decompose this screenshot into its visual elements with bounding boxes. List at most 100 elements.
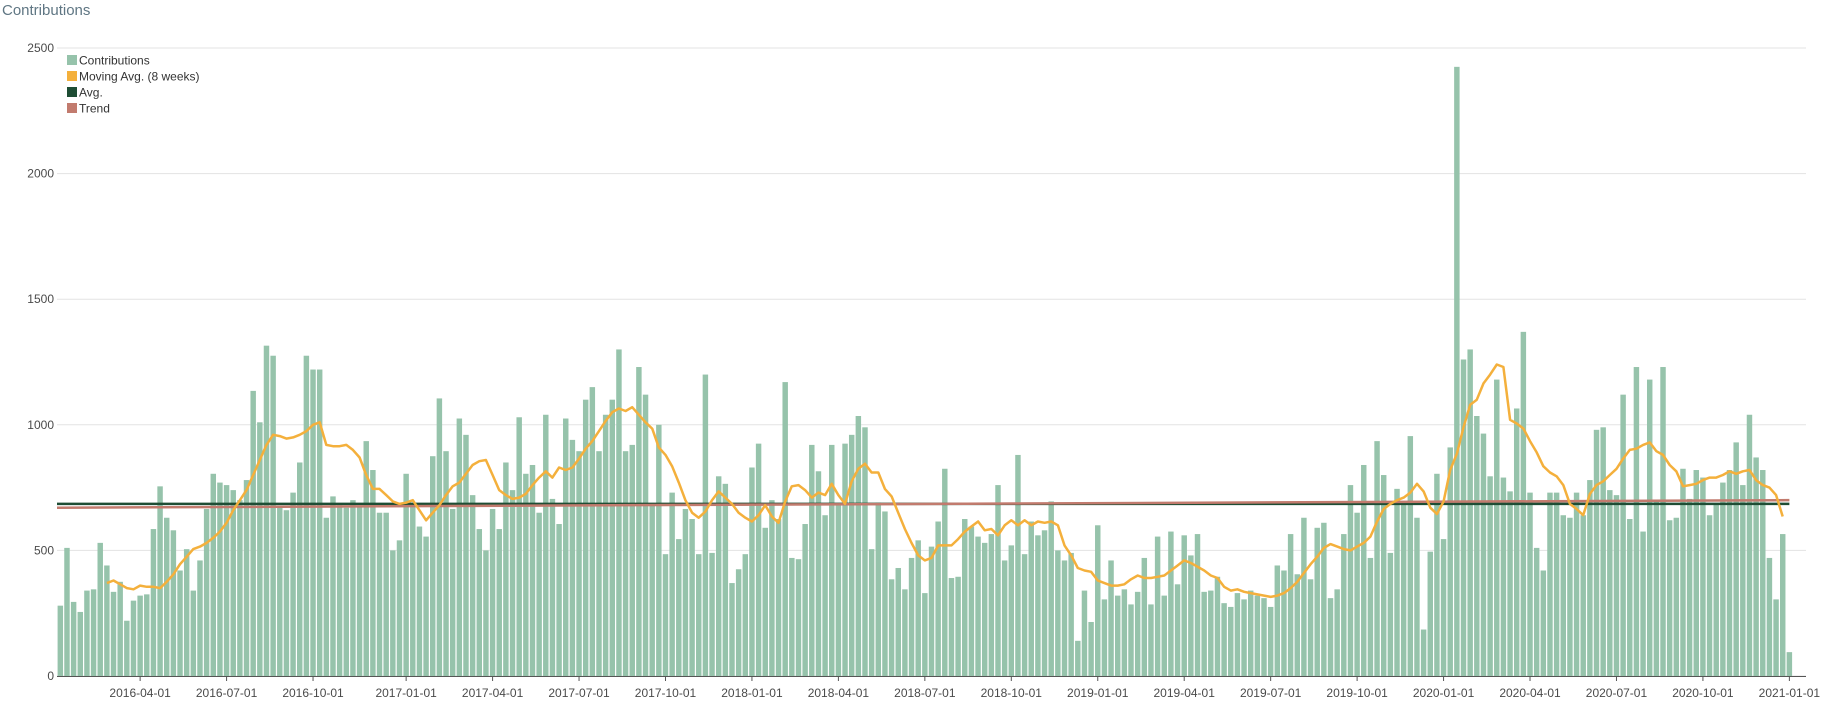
contribution-bar[interactable] xyxy=(602,414,609,676)
contribution-bar[interactable] xyxy=(1673,517,1680,676)
contribution-bar[interactable] xyxy=(1487,476,1493,676)
contribution-bar[interactable] xyxy=(1474,416,1480,676)
contribution-bar[interactable] xyxy=(1008,545,1015,676)
contribution-bar[interactable] xyxy=(1620,394,1626,676)
contribution-bar[interactable] xyxy=(297,462,303,676)
contribution-bar[interactable] xyxy=(1061,560,1068,676)
contribution-bar[interactable] xyxy=(848,434,855,676)
contribution-bar[interactable] xyxy=(968,526,975,676)
contribution-bar[interactable] xyxy=(556,524,562,676)
contribution-bar[interactable] xyxy=(1174,584,1181,676)
contribution-bar[interactable] xyxy=(1108,560,1114,676)
contribution-bar[interactable] xyxy=(77,611,84,676)
contribution-bar[interactable] xyxy=(1713,503,1719,676)
contribution-bar[interactable] xyxy=(709,552,715,676)
contribution-bar[interactable] xyxy=(489,508,496,676)
contribution-bar[interactable] xyxy=(789,557,795,676)
contribution-bar[interactable] xyxy=(250,390,256,676)
contribution-bar[interactable] xyxy=(336,505,343,676)
contribution-bar[interactable] xyxy=(370,470,376,676)
contribution-bar[interactable] xyxy=(1447,447,1453,676)
contribution-bar[interactable] xyxy=(1434,473,1440,676)
contribution-bar[interactable] xyxy=(144,594,150,676)
contribution-bar[interactable] xyxy=(436,398,443,676)
contribution-bar[interactable] xyxy=(948,578,955,676)
contribution-bar[interactable] xyxy=(1194,534,1201,676)
contribution-bar[interactable] xyxy=(1660,367,1666,676)
contribution-bar[interactable] xyxy=(1021,554,1028,676)
contribution-bar[interactable] xyxy=(875,502,882,676)
contribution-bar[interactable] xyxy=(1095,525,1101,676)
contribution-bar[interactable] xyxy=(303,355,310,676)
contribution-bar[interactable] xyxy=(1327,598,1334,676)
contribution-bar[interactable] xyxy=(1088,621,1094,676)
contribution-bar[interactable] xyxy=(1341,534,1347,676)
contribution-bar[interactable] xyxy=(496,529,502,676)
contribution-bar[interactable] xyxy=(1627,519,1633,676)
contribution-bar[interactable] xyxy=(1081,590,1088,676)
contribution-bar[interactable] xyxy=(1294,574,1300,676)
contribution-bar[interactable] xyxy=(217,482,223,676)
contribution-bar[interactable] xyxy=(1281,570,1287,676)
contribution-bar[interactable] xyxy=(1400,503,1407,676)
contribution-bar[interactable] xyxy=(715,476,722,676)
contribution-bar[interactable] xyxy=(809,444,815,676)
contribution-bar[interactable] xyxy=(104,565,110,676)
contribution-bar[interactable] xyxy=(596,451,602,676)
contribution-bar[interactable] xyxy=(1234,593,1241,676)
contribution-bar[interactable] xyxy=(1114,595,1121,676)
contribution-bar[interactable] xyxy=(1075,640,1081,676)
contribution-bar[interactable] xyxy=(57,605,64,676)
contribution-bar[interactable] xyxy=(443,451,449,676)
contribution-bar[interactable] xyxy=(356,506,363,676)
contribution-bar[interactable] xyxy=(469,495,476,676)
contribution-bar[interactable] xyxy=(1208,590,1214,676)
contribution-bar[interactable] xyxy=(1201,591,1207,676)
contribution-bar[interactable] xyxy=(942,468,948,676)
contribution-bar[interactable] xyxy=(376,512,383,676)
contribution-bar[interactable] xyxy=(915,540,921,676)
contribution-bar[interactable] xyxy=(1460,359,1467,676)
contribution-bar[interactable] xyxy=(403,473,409,676)
contribution-bar[interactable] xyxy=(609,399,616,676)
contribution-bar[interactable] xyxy=(1414,517,1420,676)
contribution-bar[interactable] xyxy=(1746,414,1753,676)
contribution-bar[interactable] xyxy=(775,519,782,676)
contribution-bar[interactable] xyxy=(463,434,469,676)
contribution-bar[interactable] xyxy=(995,485,1001,676)
contribution-bar[interactable] xyxy=(1387,552,1394,676)
contribution-bar[interactable] xyxy=(656,424,662,676)
contribution-bar[interactable] xyxy=(1513,408,1520,676)
contribution-bar[interactable] xyxy=(330,496,336,676)
contribution-bar[interactable] xyxy=(1494,379,1500,676)
contribution-bar[interactable] xyxy=(323,517,330,676)
contribution-bar[interactable] xyxy=(1128,604,1134,676)
contribution-bar[interactable] xyxy=(416,526,423,676)
contribution-bar[interactable] xyxy=(1706,515,1713,676)
contribution-bar[interactable] xyxy=(1214,576,1221,676)
contribution-bar[interactable] xyxy=(423,536,429,676)
contribution-bar[interactable] xyxy=(1121,589,1128,676)
contribution-bar[interactable] xyxy=(1440,539,1447,676)
contribution-bar[interactable] xyxy=(1154,536,1161,676)
contribution-bar[interactable] xyxy=(529,464,536,676)
contribution-bar[interactable] xyxy=(164,517,170,676)
contribution-bar[interactable] xyxy=(283,510,290,676)
contribution-bar[interactable] xyxy=(210,473,217,676)
contribution-bar[interactable] xyxy=(868,549,875,676)
contribution-bar[interactable] xyxy=(1733,442,1739,676)
legend-item-contributions[interactable]: Contributions xyxy=(67,54,150,68)
contribution-bar[interactable] xyxy=(689,519,695,676)
contribution-bar[interactable] xyxy=(1420,629,1427,676)
contribution-bar[interactable] xyxy=(1740,485,1746,676)
contribution-bar[interactable] xyxy=(1321,522,1327,676)
contribution-bar[interactable] xyxy=(1374,441,1380,676)
contribution-bar[interactable] xyxy=(1753,457,1759,676)
contribution-bar[interactable] xyxy=(1766,557,1773,676)
contribution-bar[interactable] xyxy=(662,554,669,676)
contribution-bar[interactable] xyxy=(822,515,828,676)
contribution-bar[interactable] xyxy=(110,591,117,676)
contribution-bar[interactable] xyxy=(190,590,197,676)
contribution-bar[interactable] xyxy=(1307,579,1314,676)
contribution-bar[interactable] xyxy=(363,441,369,676)
